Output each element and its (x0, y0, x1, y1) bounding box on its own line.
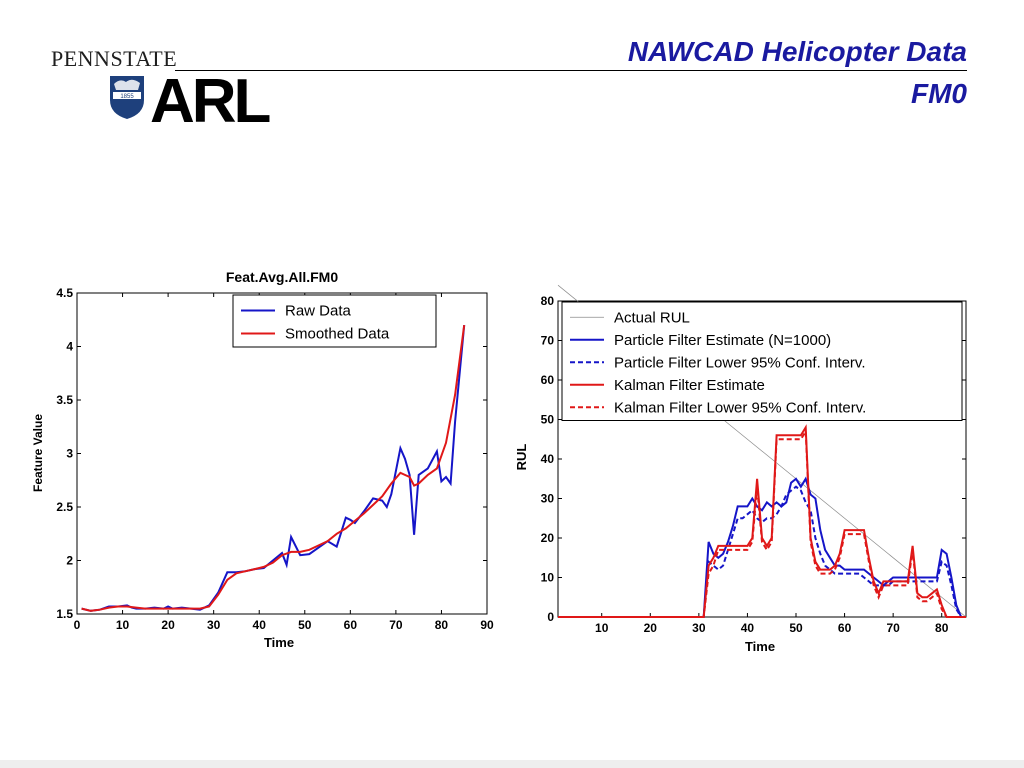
rul-legend-box (561, 301, 963, 421)
feature-legend-box (232, 294, 437, 348)
feature-xtick-label: 10 (116, 618, 130, 632)
footer-strip (0, 760, 1024, 768)
rul-ytick-label: 30 (541, 492, 555, 506)
rul-xtick-label: 50 (789, 621, 803, 635)
feature-ytick-label: 4.5 (56, 286, 73, 300)
rul-legend: Actual RUL Particle Filter Estimate (N=10… (561, 301, 963, 421)
rul-legend-label: Kalman Filter Lower 95% Conf. Interv. (614, 399, 866, 416)
rul-legend-label: Particle Filter Lower 95% Conf. Interv. (614, 354, 865, 371)
feature-xtick-label: 70 (389, 618, 403, 632)
rul-ytick-label: 0 (547, 610, 554, 624)
feature-ytick-label: 1.5 (56, 607, 73, 621)
feature-xtick-label: 60 (344, 618, 358, 632)
rul-legend-label: Kalman Filter Estimate (614, 377, 765, 394)
rul-series-4 (558, 427, 966, 618)
feature-xtick-label: 40 (253, 618, 267, 632)
rul-chart-xlabel: Time (745, 639, 775, 654)
feature-chart-title: Feat.Avg.All.FM0 (226, 269, 338, 285)
header-rule (175, 70, 967, 71)
arl-logo: ARL (150, 67, 271, 136)
rul-ytick-label: 50 (541, 413, 555, 427)
feature-legend: Raw Data Smoothed Data (232, 294, 437, 348)
feature-xtick-label: 50 (298, 618, 312, 632)
pennstate-logo-text: PENNSTATE (51, 46, 178, 71)
feature-legend-label: Raw Data (285, 303, 352, 320)
rul-series-1 (558, 476, 966, 618)
rul-xtick-label: 40 (741, 621, 755, 635)
rul-series-2 (558, 485, 966, 618)
rul-chart: RUL Time 10 20 30 40 50 60 70 80 0 10 20 30 40 50 60 70… (514, 284, 967, 654)
feature-xtick-label: 20 (161, 618, 175, 632)
feature-legend-label: Smoothed Data (285, 326, 390, 343)
feature-xtick-label: 30 (207, 618, 221, 632)
feature-series-1 (81, 324, 466, 612)
rul-xtick-label: 30 (692, 621, 706, 635)
rul-xtick-label: 20 (644, 621, 658, 635)
rul-xtick-label: 60 (838, 621, 852, 635)
rul-legend-label: Particle Filter Estimate (N=1000) (614, 332, 831, 349)
feature-chart: Feat.Avg.All.FM0 Feature Value Time 0 10 2… (31, 269, 494, 650)
feature-xtick-label: 80 (435, 618, 449, 632)
rul-ytick-label: 70 (541, 334, 555, 348)
rul-series-3 (558, 424, 966, 618)
rul-ytick-label: 40 (541, 452, 555, 466)
feature-ytick-label: 3.5 (56, 393, 73, 407)
rul-xtick-label: 70 (886, 621, 900, 635)
pennstate-shield-icon: 1855 (110, 76, 144, 119)
feature-series-0 (81, 325, 466, 612)
rul-ytick-label: 80 (541, 294, 555, 308)
feature-ytick-label: 2.5 (56, 500, 73, 514)
rul-ytick-label: 20 (541, 531, 555, 545)
feature-xtick-label: 0 (74, 618, 81, 632)
rul-chart-ylabel: RUL (514, 444, 529, 471)
rul-legend-label: Actual RUL (614, 309, 690, 326)
feature-ytick-label: 3 (66, 447, 73, 461)
shield-year: 1855 (120, 94, 134, 100)
feature-xtick-label: 90 (480, 618, 494, 632)
rul-ytick-label: 60 (541, 373, 555, 387)
rul-xtick-label: 80 (935, 621, 949, 635)
rul-ytick-label: 10 (541, 571, 555, 585)
feature-chart-ylabel: Feature Value (31, 414, 45, 492)
feature-chart-xlabel: Time (264, 635, 294, 650)
feature-ytick-label: 2 (66, 554, 73, 568)
page-subtitle: FM0 (911, 78, 967, 109)
page-title: NAWCAD Helicopter Data (627, 36, 967, 67)
feature-ytick-label: 4 (66, 340, 73, 354)
rul-xtick-label: 10 (595, 621, 609, 635)
